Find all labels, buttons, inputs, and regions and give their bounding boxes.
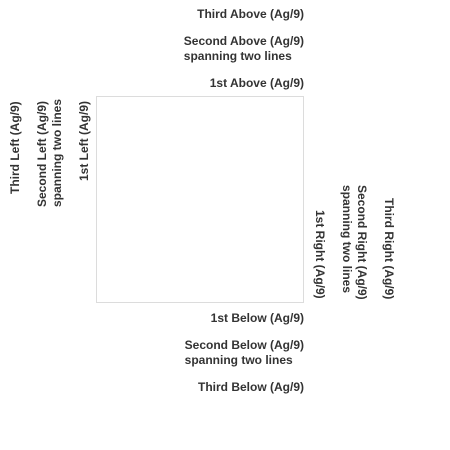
third-right-text: Third Right (Ag/9) [382, 198, 396, 300]
first-below-label: 1st Below (Ag/9) [211, 311, 304, 326]
third-above-text: Third Above (Ag/9) [197, 7, 304, 21]
third-left-text: Third Left (Ag/9) [8, 101, 22, 194]
second-above-text-line2: spanning two lines [183, 49, 292, 63]
content-box [96, 96, 304, 303]
first-right-text: 1st Right (Ag/9) [313, 210, 327, 299]
third-below-text: Third Below (Ag/9) [198, 380, 304, 394]
second-below-label: Second Below (Ag/9) spanning two lines [185, 338, 304, 368]
second-below-text-line2: spanning two lines [184, 353, 293, 367]
first-above-label: 1st Above (Ag/9) [210, 76, 304, 91]
third-right-label: Third Right (Ag/9) [381, 198, 396, 299]
second-below-text-line1: Second Below (Ag/9) [184, 338, 304, 352]
first-above-text: 1st Above (Ag/9) [209, 76, 304, 90]
second-left-text-line2: spanning two lines [50, 98, 64, 207]
second-left-label: Second Left (Ag/9) spanning two lines [35, 99, 65, 207]
first-right-label: 1st Right (Ag/9) [312, 210, 327, 299]
first-below-text: 1st Below (Ag/9) [210, 311, 304, 325]
second-above-text-line1: Second Above (Ag/9) [183, 34, 304, 48]
second-left-text-line1: Second Left (Ag/9) [35, 100, 49, 207]
second-right-text-line2: spanning two lines [340, 185, 354, 294]
third-below-label: Third Below (Ag/9) [198, 380, 304, 395]
second-right-text-line1: Second Right (Ag/9) [355, 185, 369, 300]
first-left-label: 1st Left (Ag/9) [77, 101, 92, 181]
third-above-label: Third Above (Ag/9) [197, 7, 304, 22]
second-right-label: Second Right (Ag/9) spanning two lines [339, 185, 369, 300]
first-left-text: 1st Left (Ag/9) [77, 100, 91, 181]
second-above-label: Second Above (Ag/9) spanning two lines [184, 34, 304, 64]
third-left-label: Third Left (Ag/9) [8, 101, 23, 194]
